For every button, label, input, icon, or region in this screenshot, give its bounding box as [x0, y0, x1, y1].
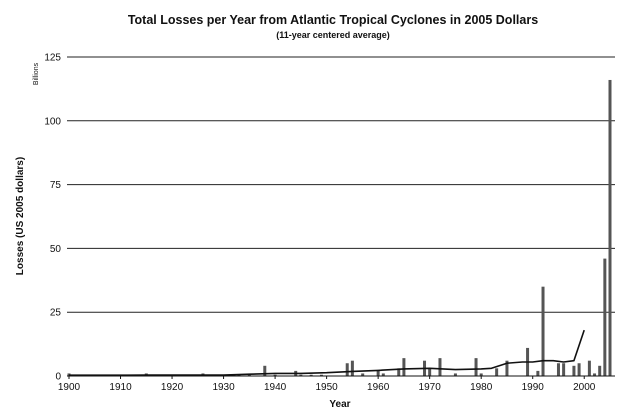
bar [587, 360, 591, 376]
gridlines [67, 56, 615, 313]
bar [299, 374, 303, 376]
bar [474, 358, 478, 376]
bar [479, 373, 483, 376]
average-line [69, 329, 585, 377]
bar [319, 374, 323, 376]
series-line [69, 329, 585, 377]
bar [309, 374, 313, 376]
bar [438, 358, 442, 376]
bar [381, 373, 385, 376]
bar [350, 360, 354, 376]
y-tick-label: 125 [44, 53, 61, 64]
bar [402, 358, 406, 376]
y-tick-label: 0 [55, 372, 61, 383]
bar [572, 365, 576, 376]
y-axis-label: Losses (US 2005 dollars) [15, 157, 26, 275]
bar [428, 368, 432, 376]
bar [608, 79, 612, 376]
y-tick-label: 25 [50, 308, 62, 319]
x-tick-label: 1960 [367, 382, 390, 393]
x-tick-label: 1930 [212, 382, 235, 393]
x-tick-label: 2000 [573, 382, 596, 393]
x-tick-label: 1950 [315, 382, 338, 393]
bar [603, 258, 607, 376]
y-unit-label: Billions [33, 62, 40, 85]
y-tick-label: 100 [44, 116, 61, 127]
y-tick-label: 50 [50, 244, 62, 255]
chart-subtitle: (11-year centered average) [276, 30, 390, 40]
bar [453, 373, 457, 376]
chart-title: Total Losses per Year from Atlantic Trop… [128, 13, 538, 27]
x-tick-label: 1940 [264, 382, 287, 393]
x-tick-label: 1920 [161, 382, 184, 393]
bar [577, 363, 581, 376]
x-axis-label: Year [329, 399, 350, 410]
bar [541, 286, 545, 376]
bar [273, 374, 277, 376]
bar [562, 363, 566, 376]
x-tick-label: 1990 [522, 382, 545, 393]
bar [247, 374, 251, 376]
bar [593, 373, 597, 376]
x-tick-label: 1910 [109, 382, 132, 393]
bar [237, 374, 241, 376]
x-tick-label: 1970 [419, 382, 442, 393]
bar [495, 368, 499, 376]
x-tick-label: 1900 [58, 382, 81, 393]
bar [376, 370, 380, 376]
y-tick-label: 75 [50, 180, 62, 191]
bar [361, 373, 365, 376]
bar [397, 368, 401, 376]
bar [536, 370, 540, 376]
x-tick-labels: 1900 1910 1920 1930 1940 1950 1960 1970 1980 1990… [58, 376, 596, 393]
y-tick-labels: 0 25 50 75 100 125 [44, 53, 61, 383]
bar [598, 365, 602, 376]
bar [345, 363, 349, 376]
x-tick-label: 1980 [470, 382, 493, 393]
bar [505, 360, 509, 376]
bars [67, 79, 612, 376]
bar [556, 363, 560, 376]
bar [263, 365, 267, 376]
